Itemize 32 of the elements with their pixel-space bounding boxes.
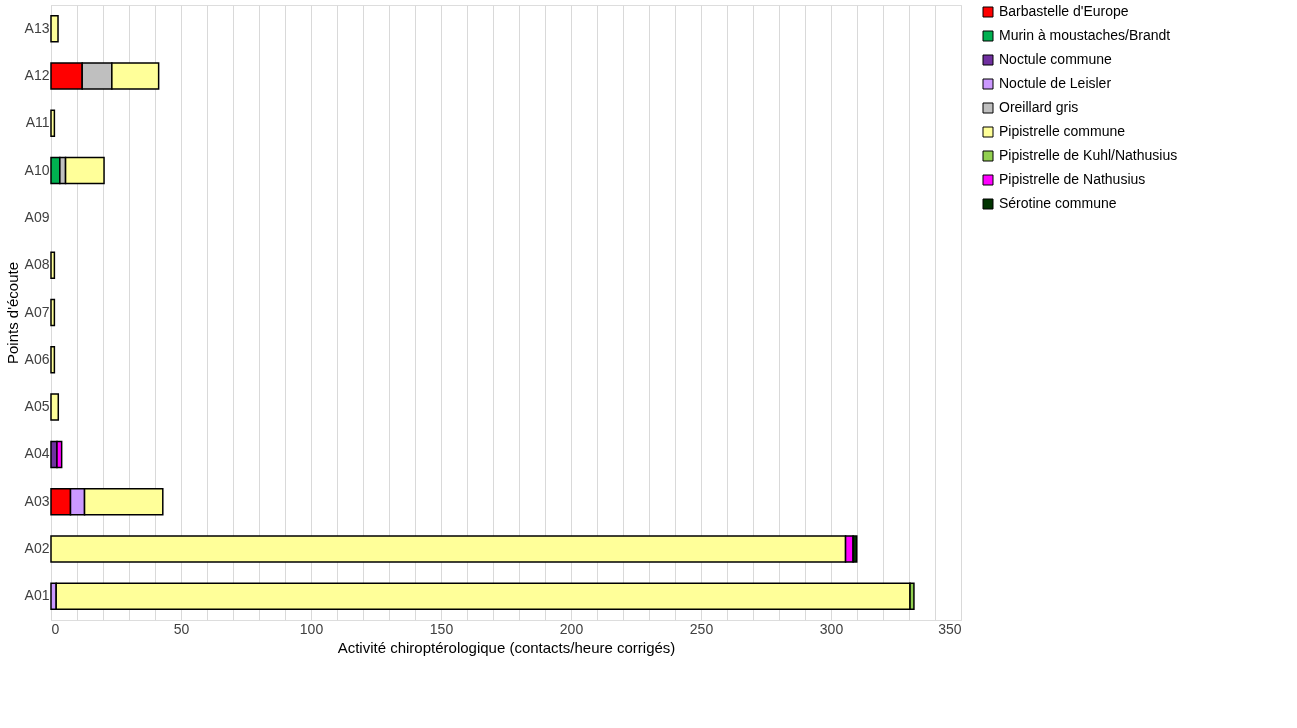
y-tick-label: A12	[24, 66, 50, 83]
x-tick-label: 200	[559, 620, 584, 637]
legend-label: Noctule de Leisler	[999, 75, 1112, 91]
x-axis-title: Activité chiroptérologique (contacts/heure corrigés)	[337, 638, 676, 656]
y-tick-label: A07	[24, 303, 50, 320]
legend-label: Noctule commune	[999, 51, 1113, 67]
y-tick-label: A04	[24, 445, 50, 462]
x-tick-label: 50	[173, 620, 190, 637]
y-tick-label: A10	[24, 161, 50, 178]
x-tick-label: 0	[51, 620, 60, 637]
legend-label: Pipistrelle commune	[999, 123, 1126, 139]
y-tick-label: A13	[24, 19, 50, 36]
y-tick-label: A01	[24, 587, 50, 604]
x-tick-label: 350	[938, 620, 962, 637]
legend-label: Sérotine commune	[999, 195, 1117, 211]
x-tick-label: 250	[689, 620, 714, 637]
legend-label: Murin à moustaches/Brandt	[999, 27, 1171, 43]
y-tick-label: A03	[24, 492, 50, 509]
y-tick-label: A05	[24, 398, 50, 415]
y-tick-label: A09	[24, 208, 50, 225]
x-tick-label: 150	[429, 620, 454, 637]
y-tick-label: A06	[24, 350, 50, 367]
y-tick-label: A08	[24, 256, 50, 273]
legend-label: Oreillard gris	[999, 99, 1079, 115]
y-axis-title: Points d'écoute	[3, 261, 21, 365]
legend-label: Pipistrelle de Kuhl/Nathusius	[999, 147, 1178, 163]
y-tick-label: A02	[24, 540, 50, 557]
legend-label: Pipistrelle de Nathusius	[999, 171, 1146, 187]
y-tick-label: A11	[25, 114, 50, 131]
x-tick-label: 300	[819, 620, 844, 637]
legend-label: Barbastelle d'Europe	[999, 3, 1129, 19]
x-tick-label: 100	[299, 620, 324, 637]
